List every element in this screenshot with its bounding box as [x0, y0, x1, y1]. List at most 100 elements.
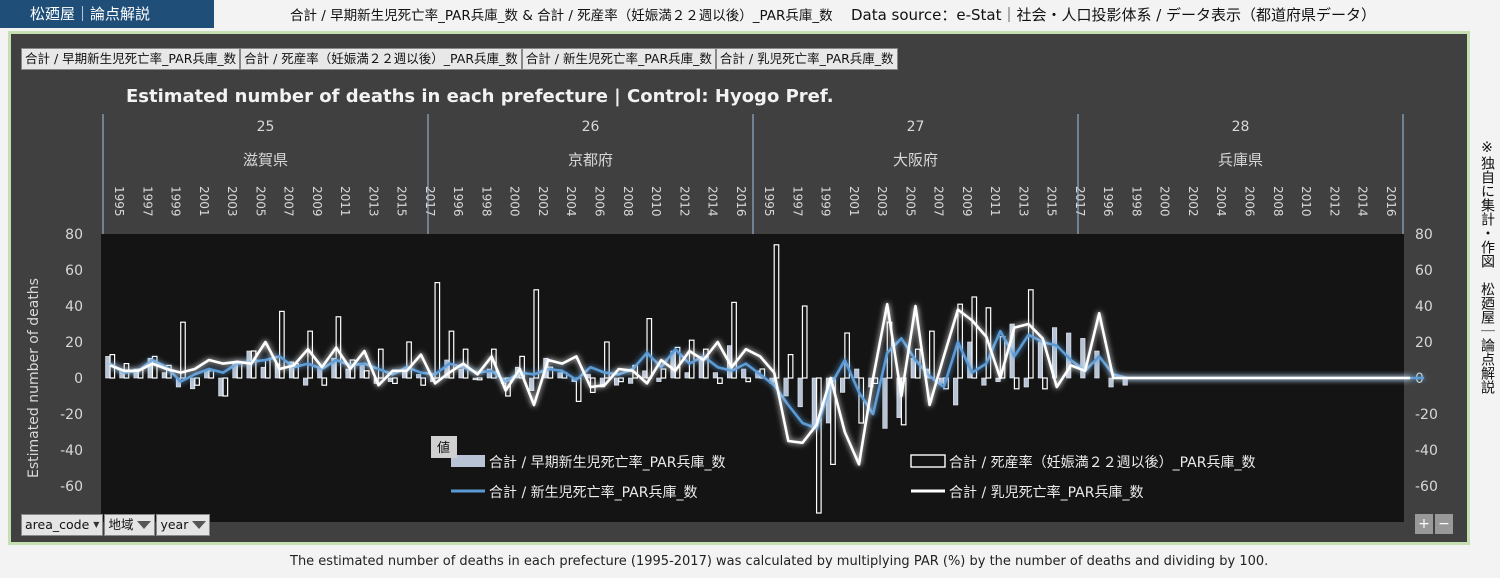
- expand-button[interactable]: +: [1415, 514, 1433, 534]
- year-tick-label: 2010: [1299, 186, 1313, 217]
- bar: [317, 368, 323, 379]
- year-label: year: [160, 517, 189, 532]
- bar: [194, 377, 200, 386]
- y-tick-label-left: 0: [74, 371, 83, 387]
- bar: [260, 366, 266, 379]
- bar: [416, 374, 422, 379]
- bar: [105, 356, 111, 379]
- bar: [151, 355, 158, 379]
- year-tick-label: 2007: [932, 186, 946, 217]
- year-tick-label: 2005: [253, 186, 267, 217]
- bar: [303, 377, 309, 386]
- bar: [882, 377, 888, 429]
- y-tick-label-right: 40: [1415, 299, 1433, 315]
- y-tick-label-left: 20: [65, 335, 83, 351]
- bar: [985, 307, 992, 379]
- bar: [1013, 377, 1020, 390]
- group-name-label: 大阪府: [893, 151, 938, 169]
- bar: [628, 377, 634, 384]
- chart-title: Estimated number of deaths in each prefe…: [126, 86, 834, 107]
- brand-logo: 松廼屋｜論点解説: [0, 0, 214, 28]
- year-tick-label: 2016: [1384, 186, 1398, 217]
- y-tick-label-left: -20: [60, 407, 83, 423]
- bar: [642, 370, 648, 379]
- year-tick-label: 1999: [819, 186, 833, 217]
- bar: [406, 341, 412, 379]
- bar: [618, 377, 624, 383]
- group-name-label: 滋賀県: [243, 151, 288, 169]
- bar: [604, 341, 610, 379]
- bar: [844, 332, 850, 379]
- region-filter[interactable]: 地域: [104, 514, 156, 536]
- legend-label: 合計 / 乳児死亡率_PAR兵庫_数: [949, 484, 1143, 501]
- year-tick-label: 2006: [1243, 186, 1257, 217]
- bar: [745, 377, 752, 383]
- bar: [434, 282, 441, 379]
- year-tick-label: 2000: [1158, 186, 1172, 217]
- y-axis-label: Estimated number of deaths: [26, 278, 42, 478]
- year-tick-label: 2017: [1073, 186, 1087, 217]
- bar: [392, 377, 398, 385]
- group-code-label: 25: [257, 119, 275, 135]
- year-tick-label: 2003: [225, 186, 239, 217]
- y-tick-label-right: 80: [1415, 227, 1433, 243]
- legend-label: 合計 / 早期新生児死亡率_PAR兵庫_数: [489, 454, 725, 471]
- tab-neonatal[interactable]: 合計 / 新生児死亡率_PAR兵庫_数: [521, 48, 716, 70]
- bar: [529, 377, 535, 391]
- bar: [712, 372, 718, 379]
- chart: Estimated number of deaths in each prefe…: [26, 86, 1438, 522]
- collapse-button[interactable]: −: [1435, 514, 1453, 534]
- bar: [345, 368, 351, 379]
- y-tick-label-left: -60: [60, 479, 83, 495]
- bar: [801, 305, 808, 379]
- tab-stillbirth[interactable]: 合計 / 死産率（妊娠満２２週以後）_PAR兵庫_数: [240, 48, 522, 70]
- year-tick-label: 2001: [197, 186, 211, 217]
- value-button[interactable]: [431, 436, 457, 458]
- tab-infant[interactable]: 合計 / 乳児死亡率_PAR兵庫_数: [715, 48, 898, 70]
- bar: [660, 368, 667, 379]
- y-tick-label-right: -60: [1415, 479, 1438, 495]
- chart-panel: 合計 / 早期新生児死亡率_PAR兵庫_数 合計 / 死産率（妊娠満２２週以後）…: [8, 31, 1470, 545]
- year-tick-label: 2004: [564, 186, 578, 217]
- bar: [741, 368, 747, 379]
- year-tick-label: 2014: [706, 186, 720, 217]
- bar: [731, 301, 737, 379]
- year-tick-label: 2005: [903, 186, 917, 217]
- tab-early-neonatal[interactable]: 合計 / 早期新生児死亡率_PAR兵庫_数: [21, 48, 241, 70]
- filter-funnel-icon: [137, 521, 152, 529]
- year-tick-label: 2007: [282, 186, 296, 217]
- year-tick-label: 2002: [536, 186, 550, 217]
- area-code-label: area_code: [25, 517, 90, 532]
- footnote: The estimated number of deaths in each p…: [290, 554, 1269, 569]
- bar: [533, 289, 540, 379]
- year-tick-label: 1998: [479, 186, 493, 217]
- dropdown-icon: ▼: [93, 520, 100, 529]
- area-code-filter[interactable]: area_code ▼: [21, 514, 104, 536]
- year-tick-label: 1996: [1101, 186, 1115, 217]
- group-name-label: 京都府: [568, 151, 613, 169]
- y-tick-label-right: 60: [1415, 263, 1433, 279]
- bar: [830, 377, 836, 466]
- value-button-label: 値: [437, 440, 450, 456]
- y-tick-label-left: -40: [60, 443, 83, 459]
- bar: [811, 377, 817, 429]
- bar: [490, 348, 497, 379]
- y-tick-label-left: 80: [65, 227, 83, 243]
- bar: [1080, 338, 1086, 379]
- group-name-label: 兵庫県: [1218, 151, 1263, 169]
- year-tick-label: 2012: [677, 186, 691, 217]
- bar: [387, 377, 393, 382]
- bar: [688, 339, 695, 379]
- bar: [377, 348, 384, 379]
- bar: [783, 377, 789, 397]
- year-tick-label: 2013: [366, 186, 380, 217]
- year-tick-label: 2009: [310, 186, 324, 217]
- year-filter[interactable]: year: [156, 514, 211, 536]
- series-tabs: 合計 / 早期新生児死亡率_PAR兵庫_数 合計 / 死産率（妊娠満２２週以後）…: [21, 48, 898, 70]
- year-tick-label: 2001: [847, 186, 861, 217]
- bar: [953, 377, 959, 406]
- bar: [505, 377, 511, 397]
- y-tick-label-left: 60: [65, 263, 83, 279]
- y-tick-label-left: 40: [65, 299, 83, 315]
